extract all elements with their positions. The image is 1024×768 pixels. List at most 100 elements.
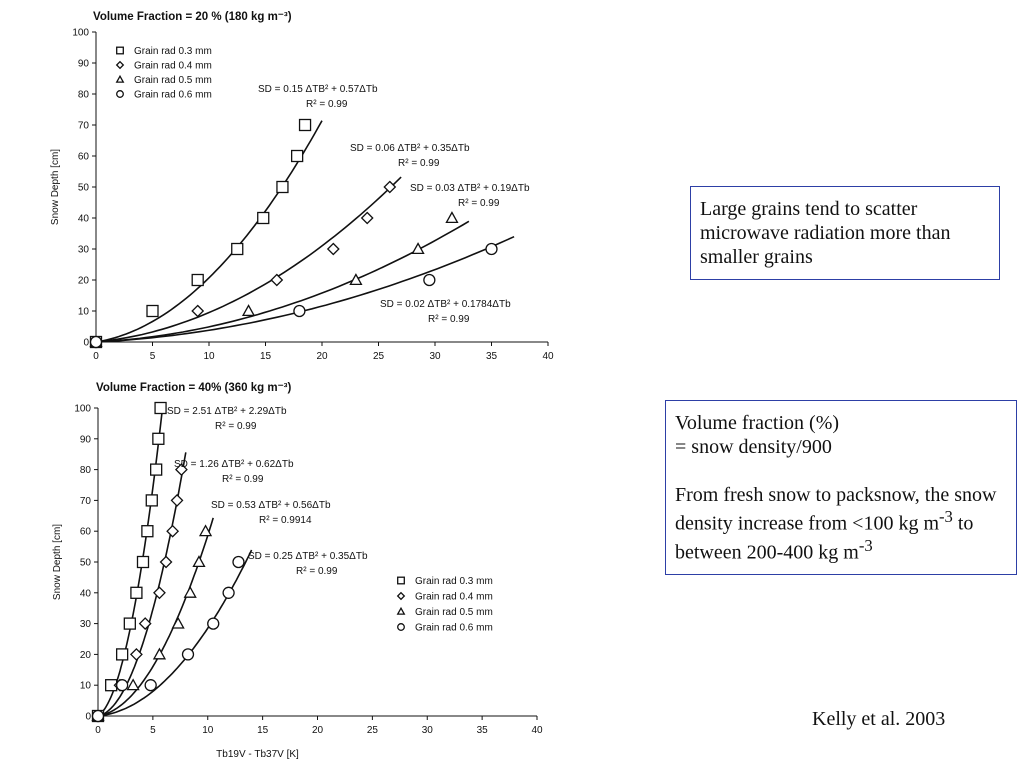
- y-tick-label: 20: [78, 276, 90, 287]
- fit-curve: [95, 235, 515, 343]
- y-tick-label: 70: [80, 496, 92, 507]
- x-axis-label: Tb19V - Tb37V [K]: [216, 749, 299, 760]
- y-tick-label: 20: [80, 650, 92, 661]
- density-text-b: to between 200-400 kg m: [675, 512, 974, 564]
- volume-fraction-line-2: = snow density/900: [675, 436, 832, 458]
- fit-equation: SD = 0.02 ΔTB² + 0.1784ΔTb: [380, 299, 511, 310]
- y-tick-label: 50: [78, 183, 90, 194]
- x-tick-label: 35: [477, 725, 489, 736]
- chart-title: Volume Fraction = 20 % (180 kg m⁻³): [93, 11, 292, 23]
- y-tick-label: 40: [78, 214, 90, 225]
- series-circle: SD = 0.25 ΔTB² + 0.35ΔTb R² = 0.99: [91, 549, 368, 723]
- snow-density-text: From fresh snow to packsnow, the snow de…: [675, 483, 1007, 564]
- y-tick-label: 70: [78, 121, 90, 132]
- x-tick-label: 30: [422, 725, 434, 736]
- data-point: [181, 648, 195, 661]
- x-tick-label: 25: [373, 351, 385, 362]
- legend-marker: [396, 591, 406, 601]
- data-point: [257, 211, 270, 225]
- data-point: [276, 180, 289, 194]
- fit-curve: [97, 452, 187, 717]
- legend-marker: [397, 576, 405, 585]
- legend-marker: [396, 606, 406, 615]
- data-point: [166, 524, 180, 538]
- legend-label: Grain rad 0.3 mm: [134, 46, 212, 57]
- fit-equation: SD = 1.26 ΔTB² + 0.62ΔTb: [174, 459, 294, 470]
- y-tick-label: 80: [80, 465, 92, 476]
- y-tick-label: 30: [80, 619, 92, 630]
- grain-size-note-text: Large grains tend to scatter microwave r…: [700, 198, 951, 268]
- grain-size-note: Large grains tend to scatter microwave r…: [690, 186, 1000, 280]
- y-axis-label: Snow Depth [cm]: [50, 149, 61, 225]
- legend-marker: [115, 60, 125, 70]
- x-tick-label: 20: [316, 351, 328, 362]
- volume-fraction-note: Volume fraction (%) = snow density/900 F…: [665, 400, 1017, 576]
- fit-curve: [97, 517, 214, 717]
- legend-marker: [116, 46, 124, 55]
- y-tick-label: 50: [80, 558, 92, 569]
- data-point: [146, 304, 159, 318]
- data-point: [89, 335, 103, 349]
- data-point: [170, 493, 184, 507]
- data-point: [152, 647, 167, 660]
- fit-r-squared: R² = 0.99: [398, 158, 440, 169]
- y-tick-label: 30: [78, 245, 90, 256]
- data-point: [150, 463, 163, 476]
- data-point: [183, 585, 197, 598]
- data-point: [115, 679, 129, 692]
- x-tick-label: 40: [531, 725, 543, 736]
- data-point: [153, 586, 166, 600]
- density-superscript-b: -3: [858, 535, 873, 555]
- fit-equation: SD = 0.03 ΔTB² + 0.19ΔTb: [410, 183, 530, 194]
- x-tick-label: 0: [95, 725, 101, 736]
- data-point: [145, 494, 158, 507]
- data-point: [123, 617, 136, 630]
- series-diamond: SD = 0.06 ΔTB² + 0.35ΔTb R² = 0.99: [89, 143, 470, 349]
- data-point: [129, 647, 143, 661]
- data-point: [207, 617, 220, 630]
- density-superscript-a: -3: [939, 507, 953, 526]
- y-tick-label: 90: [80, 434, 92, 445]
- data-point: [136, 555, 150, 569]
- data-point: [290, 149, 304, 163]
- x-tick-label: 30: [429, 351, 441, 362]
- fit-r-squared: R² = 0.99: [296, 566, 338, 577]
- legend: Grain rad 0.3 mm Grain rad 0.4 mm Grain ra…: [396, 576, 493, 634]
- y-tick-label: 10: [78, 307, 90, 318]
- series-triangle: SD = 0.53 ΔTB² + 0.56ΔTb R² = 0.9914: [91, 500, 331, 722]
- x-tick-label: 25: [367, 725, 379, 736]
- fit-curve: [95, 220, 470, 343]
- fit-curve: [95, 120, 323, 343]
- y-tick-label: 60: [78, 152, 90, 163]
- y-tick-label: 0: [85, 712, 91, 723]
- data-point: [411, 242, 425, 255]
- x-tick-label: 40: [542, 351, 554, 362]
- fit-r-squared: R² = 0.99: [458, 198, 500, 209]
- x-tick-label: 5: [150, 351, 156, 362]
- data-point: [130, 586, 143, 599]
- data-point: [222, 586, 235, 599]
- fit-equation: SD = 0.25 ΔTB² + 0.35ΔTb: [248, 551, 368, 562]
- fit-curve: [95, 176, 402, 343]
- data-point: [152, 432, 165, 445]
- fit-equation: SD = 0.53 ΔTB² + 0.56ΔTb: [211, 500, 331, 511]
- data-point: [115, 648, 129, 661]
- series-triangle: SD = 0.03 ΔTB² + 0.19ΔTb R² = 0.99: [89, 183, 530, 348]
- data-point: [174, 463, 188, 477]
- x-tick-label: 15: [257, 725, 269, 736]
- data-point: [326, 242, 340, 256]
- y-tick-label: 80: [78, 90, 90, 101]
- y-tick-label: 90: [78, 59, 90, 70]
- data-point: [349, 273, 363, 286]
- x-tick-label: 10: [202, 725, 214, 736]
- fit-curve: [97, 407, 164, 717]
- y-tick-label: 0: [83, 338, 89, 349]
- data-point: [91, 709, 105, 723]
- legend-label: Grain rad 0.6 mm: [134, 90, 212, 101]
- fit-r-squared: R² = 0.99: [215, 421, 257, 432]
- data-point: [154, 401, 167, 415]
- legend-label: Grain rad 0.5 mm: [415, 607, 493, 618]
- legend-marker: [115, 74, 125, 83]
- fit-r-squared: R² = 0.9914: [259, 515, 312, 526]
